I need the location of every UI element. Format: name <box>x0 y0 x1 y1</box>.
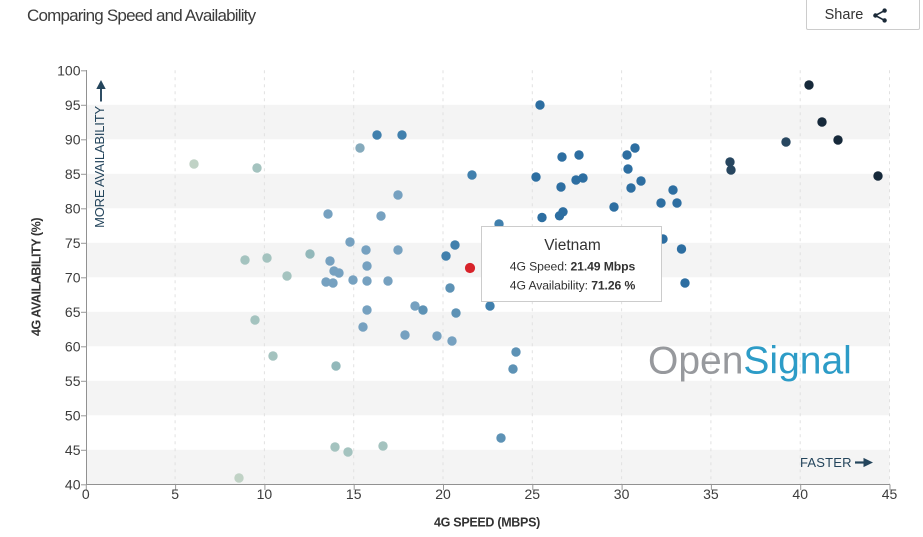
svg-text:25: 25 <box>525 486 541 502</box>
svg-text:65: 65 <box>65 304 81 320</box>
svg-text:10: 10 <box>257 486 273 502</box>
svg-text:80: 80 <box>65 200 81 216</box>
svg-text:15: 15 <box>346 486 362 502</box>
svg-text:4G Availability: 71.26 %: 4G Availability: 71.26 % <box>510 278 636 292</box>
svg-text:4G AVAILABILITY (%): 4G AVAILABILITY (%) <box>30 218 44 336</box>
svg-text:40: 40 <box>792 486 808 502</box>
svg-text:0: 0 <box>82 486 90 502</box>
svg-text:45: 45 <box>882 486 898 502</box>
svg-text:85: 85 <box>65 166 81 182</box>
svg-text:75: 75 <box>65 235 81 251</box>
svg-text:4G Speed: 21.49 Mbps: 4G Speed: 21.49 Mbps <box>510 260 636 274</box>
svg-text:30: 30 <box>614 486 630 502</box>
svg-text:50: 50 <box>65 407 81 423</box>
svg-text:MORE AVAILABILITY: MORE AVAILABILITY <box>92 106 107 228</box>
svg-text:OpenSignal: OpenSignal <box>648 340 852 383</box>
svg-text:95: 95 <box>65 97 81 113</box>
svg-text:100: 100 <box>57 62 81 78</box>
svg-text:90: 90 <box>65 131 81 147</box>
svg-text:55: 55 <box>65 373 81 389</box>
svg-text:35: 35 <box>703 486 719 502</box>
svg-text:Vietnam: Vietnam <box>544 237 601 254</box>
svg-text:45: 45 <box>65 442 81 458</box>
svg-text:5: 5 <box>171 486 179 502</box>
svg-text:40: 40 <box>65 476 81 492</box>
svg-text:60: 60 <box>65 338 81 354</box>
svg-text:4G SPEED (MBPS): 4G SPEED (MBPS) <box>434 516 540 530</box>
svg-text:70: 70 <box>65 269 81 285</box>
svg-text:20: 20 <box>435 486 451 502</box>
svg-text:FASTER: FASTER <box>800 455 852 470</box>
